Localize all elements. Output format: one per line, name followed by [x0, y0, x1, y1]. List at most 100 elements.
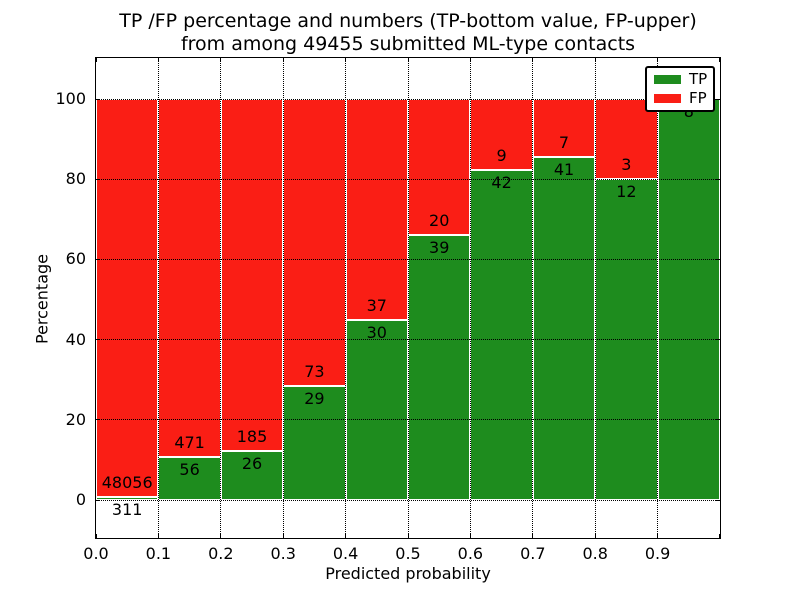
- x-tick-mark: [594, 534, 596, 538]
- x-tick-label: 0.6: [457, 544, 484, 563]
- x-tick-label: 0.1: [145, 544, 172, 563]
- tp-bar-segment: [532, 157, 596, 500]
- x-tick-mark: [469, 534, 471, 538]
- x-gridline: [407, 58, 409, 538]
- x-tick-label: 0.9: [644, 544, 671, 563]
- y-tick-mark: [716, 258, 720, 260]
- fp-bar-segment: [158, 99, 221, 458]
- fp-bar-segment: [283, 99, 346, 386]
- fp-count-label: 73: [304, 361, 325, 381]
- fp-count-label: 37: [366, 296, 387, 316]
- tp-count-label: 12: [616, 182, 637, 202]
- fp-count-label: 7: [558, 133, 570, 153]
- x-gridline: [282, 58, 284, 538]
- fp-count-label: 20: [429, 210, 450, 230]
- fp-bar-segment: [96, 99, 159, 498]
- y-tick-mark: [96, 339, 100, 341]
- y-tick-label: 0: [75, 490, 86, 509]
- y-gridline: [96, 419, 720, 421]
- x-tick-mark: [220, 534, 222, 538]
- x-tick-mark: [157, 58, 159, 62]
- x-tick-mark: [594, 58, 596, 62]
- y-tick-mark: [716, 419, 720, 421]
- x-tick-label: 0.0: [83, 544, 109, 563]
- tp-count-label: 26: [241, 453, 263, 473]
- tp-swatch-icon: [654, 75, 681, 84]
- fp-bar-segment: [408, 99, 471, 235]
- fp-count-label: 48056: [101, 473, 153, 493]
- legend-label-tp: TP: [689, 70, 708, 88]
- legend-label-fp: FP: [689, 89, 707, 107]
- tp-bar-segment: [345, 320, 408, 500]
- tp-bar-segment: [220, 450, 284, 500]
- y-tick-label: 60: [65, 249, 86, 269]
- x-tick-mark: [532, 534, 534, 538]
- x-tick-mark: [95, 534, 97, 538]
- plot-area: 4805631147156185267329373020399427413120…: [95, 57, 721, 539]
- x-tick-mark: [282, 58, 284, 62]
- x-gridline: [157, 58, 159, 538]
- x-tick-mark: [220, 58, 222, 62]
- tp-bar-segment: [408, 234, 471, 500]
- x-tick-mark: [532, 58, 534, 62]
- x-tick-label: 0.2: [208, 544, 234, 563]
- x-tick-mark: [345, 58, 347, 62]
- x-tick-label: 0.8: [582, 544, 608, 563]
- x-gridline: [469, 58, 471, 538]
- x-gridline: [532, 58, 534, 538]
- y-tick-mark: [716, 178, 720, 180]
- x-tick-mark: [407, 534, 409, 538]
- chart-title-line1: TP /FP percentage and numbers (TP-bottom…: [119, 10, 697, 32]
- y-tick-label: 20: [65, 409, 86, 429]
- tp-bar-segment: [470, 169, 533, 500]
- x-tick-mark: [407, 58, 409, 62]
- legend-entry-tp: TP: [654, 72, 713, 87]
- fp-count-label: 3: [621, 155, 632, 175]
- x-tick-label: 0.5: [395, 544, 421, 563]
- y-axis-label: Percentage: [32, 253, 52, 345]
- legend-entry-fp: FP: [654, 91, 713, 106]
- fp-bar-segment: [532, 99, 596, 158]
- y-gridline: [96, 499, 720, 501]
- y-gridline: [96, 178, 720, 180]
- x-tick-label: 0.7: [520, 544, 546, 563]
- x-tick-mark: [469, 58, 471, 62]
- tp-count-label: 29: [304, 388, 325, 408]
- y-tick-mark: [716, 98, 720, 100]
- fp-bar-segment: [220, 99, 284, 451]
- x-tick-mark: [718, 534, 720, 538]
- chart-title-line2: from among 49455 submitted ML-type conta…: [180, 33, 636, 55]
- x-axis-label: Predicted probability: [325, 564, 491, 583]
- x-tick-mark: [345, 534, 347, 538]
- y-tick-mark: [96, 98, 100, 100]
- tp-count-label: 30: [366, 323, 387, 343]
- x-tick-label: 0.3: [270, 544, 296, 563]
- fp-count-label: 185: [236, 426, 268, 446]
- y-tick-label: 100: [55, 89, 86, 108]
- legend: TP FP: [645, 66, 715, 112]
- y-tick-mark: [96, 258, 100, 260]
- y-tick-mark: [96, 419, 100, 421]
- fp-count-label: 9: [496, 145, 507, 165]
- x-tick-mark: [657, 58, 659, 62]
- tp-bar-segment: [283, 385, 346, 500]
- y-tick-label: 40: [65, 329, 86, 349]
- x-tick-mark: [657, 534, 659, 538]
- x-gridline: [220, 58, 222, 538]
- x-gridline: [345, 58, 347, 538]
- x-tick-mark: [718, 58, 720, 62]
- tp-count-label: 42: [491, 172, 512, 192]
- y-tick-label: 80: [65, 169, 86, 189]
- x-gridline: [594, 58, 596, 538]
- y-tick-mark: [96, 178, 100, 180]
- y-tick-mark: [96, 499, 100, 501]
- tp-count-label: 41: [553, 160, 575, 180]
- y-gridline: [96, 98, 720, 100]
- tp-count-label: 56: [179, 460, 200, 480]
- x-tick-mark: [157, 534, 159, 538]
- fp-bar-segment: [595, 99, 658, 180]
- x-tick-mark: [282, 534, 284, 538]
- y-tick-mark: [716, 499, 720, 501]
- y-gridline: [96, 339, 720, 341]
